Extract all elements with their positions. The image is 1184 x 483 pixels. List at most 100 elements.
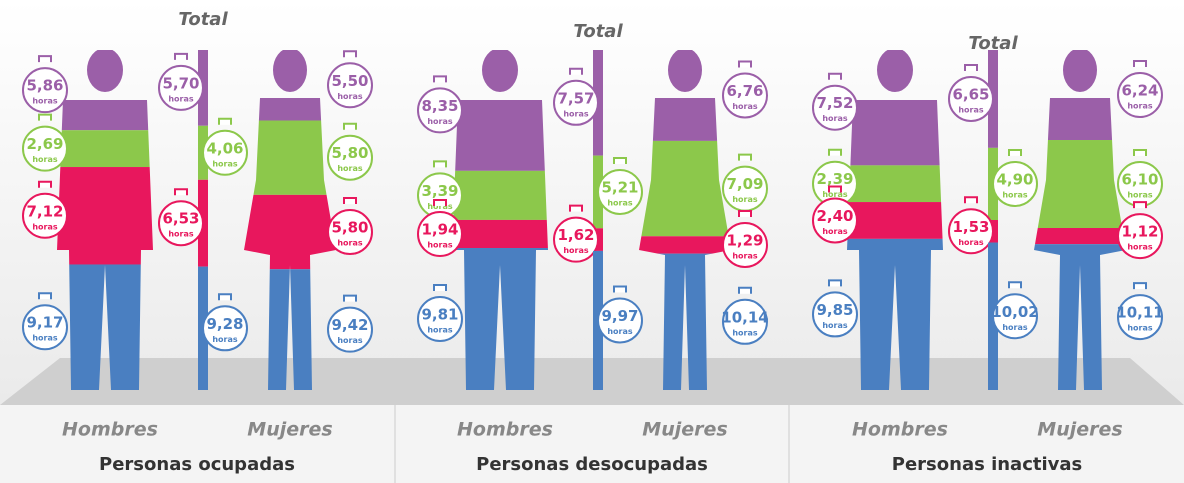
stopwatch-knob: [965, 65, 977, 71]
hours-unit: horas: [1002, 323, 1028, 332]
men-label: Hombres: [457, 419, 553, 441]
stopwatch-knob: [39, 182, 51, 188]
stopwatch-knob: [1134, 150, 1146, 156]
hours-unit: horas: [337, 164, 363, 173]
women-label: Mujeres: [642, 419, 727, 441]
stopwatch-knob: [739, 61, 751, 67]
floor: [0, 358, 1184, 405]
stopwatch-knob: [175, 54, 187, 60]
total-label: Total: [573, 21, 623, 42]
hours-value: 5,21: [601, 178, 638, 196]
stopwatch-knob: [1134, 61, 1146, 67]
hours-unit: horas: [32, 155, 58, 164]
stopwatch-knob: [39, 115, 51, 121]
stopwatch-knob: [344, 198, 356, 204]
hours-unit: horas: [1127, 102, 1153, 111]
total-label: Total: [178, 9, 228, 30]
stopwatch-knob: [614, 286, 626, 292]
hours-unit: horas: [1127, 324, 1153, 333]
hours-value: 9,97: [601, 307, 638, 325]
hours-value: 5,80: [331, 144, 368, 162]
stopwatch-knob: [829, 150, 841, 156]
hours-unit: horas: [822, 321, 848, 330]
stopwatch-knob: [1009, 150, 1021, 156]
hours-value: 2,40: [816, 207, 853, 225]
hours-value: 7,12: [26, 202, 63, 220]
stopwatch-knob: [965, 197, 977, 203]
hours-value: 5,86: [26, 77, 63, 95]
hours-unit: horas: [168, 230, 194, 239]
hours-value: 9,85: [816, 301, 853, 319]
hours-value: 3,39: [421, 182, 458, 200]
hours-value: 6,53: [162, 210, 199, 228]
hours-value: 7,09: [726, 175, 763, 193]
hours-value: 6,65: [952, 85, 989, 103]
hours-value: 4,06: [206, 139, 243, 157]
stopwatch-knob: [614, 158, 626, 164]
hours-value: 1,29: [726, 231, 763, 249]
hours-value: 10,11: [1116, 304, 1163, 322]
hours-unit: horas: [337, 239, 363, 248]
stopwatch-knob: [1134, 202, 1146, 208]
stopwatch-knob: [344, 51, 356, 57]
hours-unit: horas: [958, 238, 984, 247]
stopwatch-knob: [570, 206, 582, 212]
stopwatch-knob: [1134, 283, 1146, 289]
stopwatch-knob: [344, 296, 356, 302]
hours-value: 6,10: [1121, 171, 1158, 189]
hours-unit: horas: [732, 251, 758, 260]
women-label: Mujeres: [1037, 419, 1122, 441]
hours-unit: horas: [427, 240, 453, 249]
hours-value: 8,35: [421, 97, 458, 115]
stopwatch-knob: [219, 119, 231, 125]
hours-unit: horas: [607, 327, 633, 336]
hours-unit: horas: [1127, 243, 1153, 252]
hours-unit: horas: [32, 334, 58, 343]
hours-unit: horas: [1127, 191, 1153, 200]
hours-value: 1,12: [1121, 223, 1158, 241]
hours-value: 6,76: [726, 82, 763, 100]
hours-value: 1,53: [952, 218, 989, 236]
panel-title: Personas inactivas: [892, 454, 1082, 475]
hours-unit: horas: [822, 114, 848, 123]
stopwatch-knob: [434, 285, 446, 291]
stopwatch-knob: [739, 155, 751, 161]
stopwatch-knob: [219, 294, 231, 300]
hours-unit: horas: [212, 159, 238, 168]
stopwatch-knob: [175, 189, 187, 195]
hours-unit: horas: [212, 335, 238, 344]
hours-value: 5,70: [162, 74, 199, 92]
stopwatch-knob: [39, 293, 51, 299]
hours-value: 1,94: [421, 220, 458, 238]
hours-value: 9,17: [26, 314, 63, 332]
hours-value: 2,69: [26, 135, 63, 153]
hours-value: 10,02: [991, 303, 1038, 321]
stopwatch-knob: [39, 56, 51, 62]
hours-unit: horas: [563, 109, 589, 118]
hours-unit: horas: [958, 105, 984, 114]
hours-unit: horas: [337, 92, 363, 101]
hours-unit: horas: [32, 222, 58, 231]
hours-value: 10,14: [721, 308, 768, 326]
hours-unit: horas: [732, 195, 758, 204]
hours-unit: horas: [607, 198, 633, 207]
hours-unit: horas: [427, 117, 453, 126]
hours-value: 9,28: [206, 315, 243, 333]
hours-value: 7,52: [816, 94, 853, 112]
hours-unit: horas: [427, 326, 453, 335]
hours-value: 5,80: [331, 219, 368, 237]
hours-unit: horas: [822, 227, 848, 236]
stopwatch-knob: [1009, 282, 1021, 288]
stopwatch-knob: [829, 186, 841, 192]
stopwatch-knob: [434, 200, 446, 206]
hours-value: 5,50: [331, 72, 368, 90]
hours-value: 9,42: [331, 316, 368, 334]
stopwatch-knob: [434, 76, 446, 82]
hours-unit: horas: [732, 328, 758, 337]
stopwatch-knob: [829, 280, 841, 286]
stopwatch-knob: [829, 74, 841, 80]
men-label: Hombres: [62, 419, 158, 441]
hours-value: 6,24: [1121, 82, 1158, 100]
stopwatch-knob: [434, 161, 446, 167]
panel-title: Personas desocupadas: [476, 454, 708, 475]
